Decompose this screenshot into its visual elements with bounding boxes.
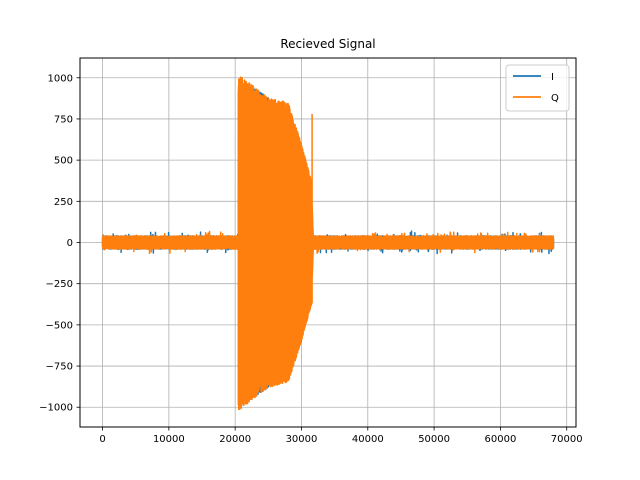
x-tick-label: 50000: [418, 434, 450, 445]
x-tick-label: 30000: [286, 434, 318, 445]
y-tick-label: −250: [46, 279, 73, 290]
legend-label-q: Q: [551, 93, 559, 104]
y-tick-label: −500: [46, 320, 73, 331]
y-tick-label: 750: [54, 114, 73, 125]
y-tick-label: −1000: [39, 403, 73, 414]
x-tick-label: 10000: [153, 434, 185, 445]
x-tick-label: 70000: [551, 434, 583, 445]
y-tick-label: −750: [46, 362, 73, 373]
x-tick-label: 40000: [352, 434, 384, 445]
y-tick-label: 1000: [48, 73, 73, 84]
y-tick-label: 250: [54, 197, 73, 208]
y-tick-label: 0: [67, 238, 73, 249]
series-line-q: [101, 76, 555, 410]
plot-area: [101, 76, 555, 410]
legend-label-i: I: [551, 72, 554, 83]
grid-lines: [80, 58, 576, 427]
x-tick-label: 60000: [485, 434, 517, 445]
axis-ticks: 0 10000 20000 30000 40000 50000 60000 70000−100…: [39, 73, 582, 445]
legend: I Q: [505, 64, 570, 112]
x-tick-label: 0: [99, 434, 105, 445]
series-layer: [101, 76, 555, 410]
x-tick-label: 20000: [219, 434, 251, 445]
legend-frame: [505, 64, 570, 112]
y-tick-label: 500: [54, 156, 73, 167]
chart-title: Recieved Signal: [280, 37, 375, 51]
